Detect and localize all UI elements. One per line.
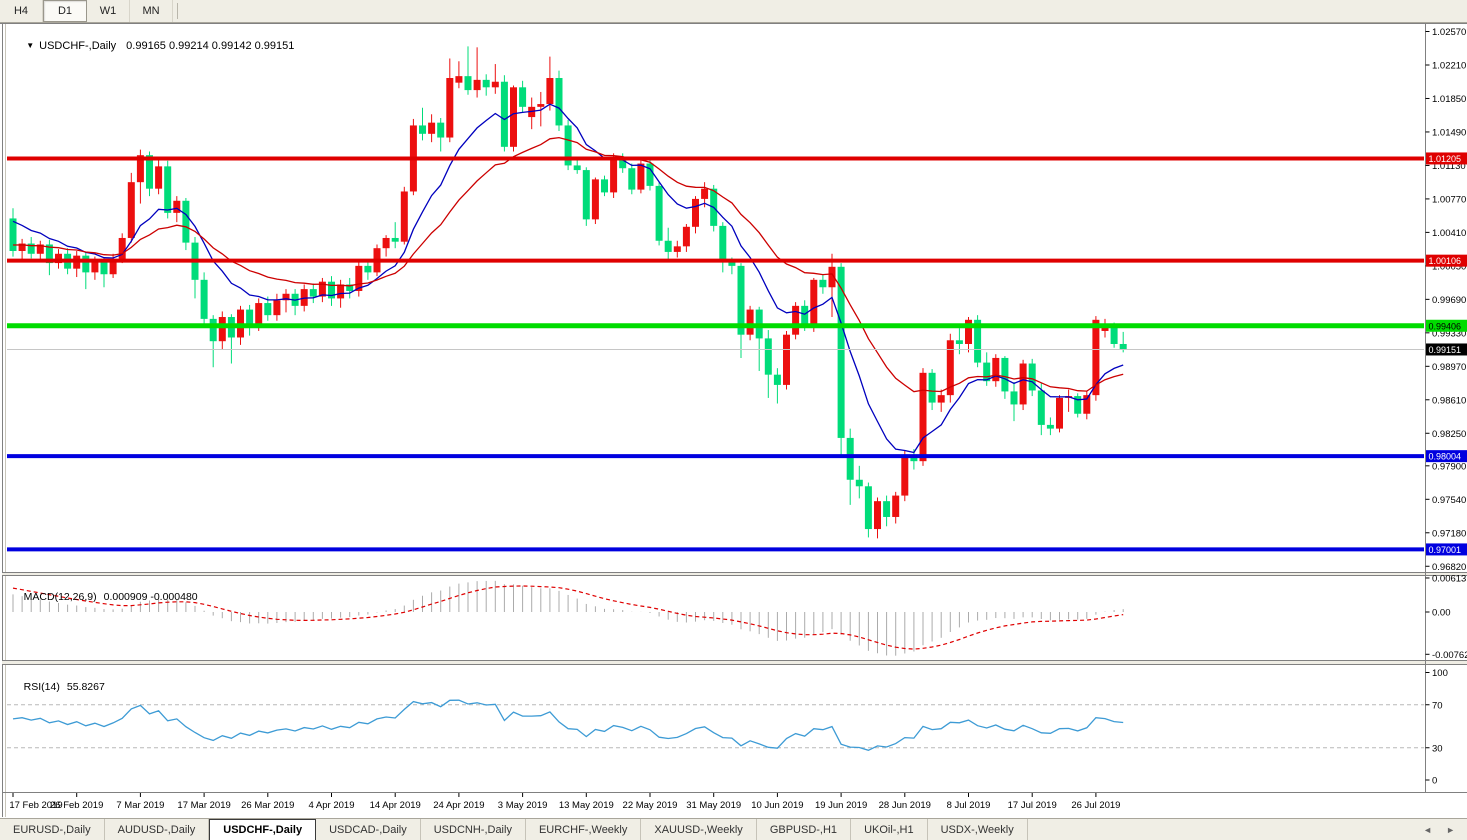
- symbol-tab-bar: EURUSD-,Daily AUDUSD-,Daily USDCHF-,Daily U…: [0, 818, 1467, 840]
- svg-text:1.01205: 1.01205: [1429, 154, 1462, 164]
- chart-tab-eurchf-weekly[interactable]: EURCHF-,Weekly: [526, 819, 642, 840]
- chart-tab-usdcad-daily[interactable]: USDCAD-,Daily: [316, 819, 421, 840]
- macd-values: 0.000909 -0.000480: [103, 591, 198, 603]
- svg-text:0.97540: 0.97540: [1432, 495, 1466, 506]
- chart-symbol-label: USDCHF-,Daily: [39, 40, 117, 52]
- svg-text:0.98250: 0.98250: [1432, 429, 1466, 440]
- svg-text:26 Mar 2019: 26 Mar 2019: [241, 800, 294, 811]
- level-price-badge: 0.98004: [1426, 450, 1467, 463]
- timeframe-button-w1[interactable]: W1: [87, 0, 130, 22]
- macd-name: MACD(12,26,9): [23, 591, 97, 603]
- symbol-dropdown-icon[interactable]: ▼: [26, 41, 35, 50]
- svg-text:17 Jul 2019: 17 Jul 2019: [1008, 800, 1057, 811]
- svg-text:0.98970: 0.98970: [1432, 362, 1466, 373]
- macd-signal-line: [12, 585, 1124, 650]
- level-price-badge: 0.99406: [1426, 319, 1467, 332]
- toolbar-separator: [177, 3, 178, 19]
- svg-text:0.97180: 0.97180: [1432, 528, 1466, 539]
- chart-tab-usdx-weekly[interactable]: USDX-,Weekly: [928, 819, 1028, 840]
- ma-slow-line: [12, 136, 1124, 393]
- tab-scroll-controls: ◄ ►: [1411, 819, 1467, 840]
- svg-text:1.02570: 1.02570: [1432, 27, 1466, 38]
- chart-tab-usdchf-daily[interactable]: USDCHF-,Daily: [209, 819, 317, 840]
- svg-text:8 Jul 2019: 8 Jul 2019: [947, 800, 991, 811]
- svg-text:3 May 2019: 3 May 2019: [498, 800, 548, 811]
- svg-text:0.97001: 0.97001: [1429, 545, 1462, 555]
- svg-text:26 Jul 2019: 26 Jul 2019: [1071, 800, 1120, 811]
- svg-text:24 Apr 2019: 24 Apr 2019: [433, 800, 484, 811]
- svg-text:0.00: 0.00: [1432, 608, 1451, 619]
- svg-text:30: 30: [1432, 743, 1443, 754]
- svg-text:1.01130: 1.01130: [1432, 161, 1466, 172]
- svg-text:1.00410: 1.00410: [1432, 228, 1466, 239]
- svg-text:1.00770: 1.00770: [1432, 194, 1466, 205]
- svg-text:4 Apr 2019: 4 Apr 2019: [309, 800, 355, 811]
- chart-quote-values: 0.99165 0.99214 0.99142 0.99151: [126, 40, 295, 52]
- svg-text:1.01490: 1.01490: [1432, 127, 1466, 138]
- svg-text:0.00613: 0.00613: [1432, 573, 1466, 584]
- tab-scroll-right-icon[interactable]: ►: [1446, 824, 1455, 835]
- svg-text:0.99690: 0.99690: [1432, 295, 1466, 306]
- level-price-badge: 0.97001: [1426, 543, 1467, 556]
- svg-text:26 Feb 2019: 26 Feb 2019: [50, 800, 103, 811]
- svg-text:0.97900: 0.97900: [1432, 461, 1466, 472]
- svg-text:7 Mar 2019: 7 Mar 2019: [116, 800, 164, 811]
- svg-text:13 May 2019: 13 May 2019: [559, 800, 614, 811]
- rsi-line: [12, 699, 1124, 751]
- timeframe-button-h4[interactable]: H4: [0, 0, 43, 22]
- rsi-name: RSI(14): [23, 681, 60, 693]
- macd-histogram: [12, 580, 1124, 656]
- svg-text:0.99406: 0.99406: [1429, 321, 1462, 331]
- price-axis[interactable]: 1.02570 1.02210 1.01850 1.01490 1.01130 1.007…: [1425, 27, 1467, 573]
- svg-text:1.00050: 1.00050: [1432, 261, 1466, 272]
- svg-text:70: 70: [1432, 700, 1443, 711]
- svg-text:1.02210: 1.02210: [1432, 60, 1466, 71]
- svg-text:1.00106: 1.00106: [1429, 256, 1462, 266]
- rsi-value: 55.8267: [66, 681, 105, 693]
- macd-indicator-label: MACD(12,26,9) 0.000909 -0.000480: [12, 579, 198, 615]
- chart-tab-eurusd-daily[interactable]: EURUSD-,Daily: [0, 819, 105, 840]
- rsi-indicator-label: RSI(14) 55.8267: [12, 669, 105, 705]
- svg-text:14 Apr 2019: 14 Apr 2019: [370, 800, 421, 811]
- current-price-badge: 0.99151: [1426, 343, 1467, 356]
- svg-text:0.96820: 0.96820: [1432, 562, 1466, 573]
- svg-text:19 Jun 2019: 19 Jun 2019: [815, 800, 867, 811]
- timeframe-button-d1[interactable]: D1: [43, 0, 87, 22]
- macd-axis[interactable]: 0.00613 0.00 -0.00762: [1425, 573, 1467, 661]
- svg-text:0.98004: 0.98004: [1429, 452, 1462, 462]
- svg-text:0.99151: 0.99151: [1429, 345, 1462, 355]
- level-price-badge: 1.01205: [1426, 152, 1467, 165]
- tab-scroll-left-icon[interactable]: ◄: [1423, 824, 1433, 835]
- svg-text:31 May 2019: 31 May 2019: [686, 800, 741, 811]
- svg-text:22 May 2019: 22 May 2019: [623, 800, 678, 811]
- svg-text:-0.00762: -0.00762: [1432, 650, 1467, 661]
- chart-tab-ukoil-h1[interactable]: UKOil-,H1: [851, 819, 928, 840]
- svg-text:0: 0: [1432, 776, 1437, 787]
- chart-tab-gbpusd-h1[interactable]: GBPUSD-,H1: [757, 819, 852, 840]
- svg-text:100: 100: [1432, 668, 1448, 679]
- chart-tab-audusd-daily[interactable]: AUDUSD-,Daily: [105, 819, 210, 840]
- ma-fast-line: [12, 103, 1124, 454]
- timeframe-button-mn[interactable]: MN: [130, 0, 173, 22]
- svg-text:17 Feb 2019: 17 Feb 2019: [9, 800, 62, 811]
- svg-text:1.01850: 1.01850: [1432, 94, 1466, 105]
- svg-text:10 Jun 2019: 10 Jun 2019: [751, 800, 803, 811]
- svg-text:28 Jun 2019: 28 Jun 2019: [879, 800, 931, 811]
- rsi-axis[interactable]: 100 70 30 0: [1425, 668, 1448, 787]
- svg-text:17 Mar 2019: 17 Mar 2019: [177, 800, 230, 811]
- chart-tab-usdcnh-daily[interactable]: USDCNH-,Daily: [421, 819, 526, 840]
- chart-header: ▼ USDCHF-,Daily 0.99165 0.99214 0.99142 0.…: [14, 28, 294, 64]
- timeframe-toolbar: H4 D1 W1 MN: [0, 0, 1467, 23]
- svg-text:0.99330: 0.99330: [1432, 328, 1466, 339]
- svg-text:0.98610: 0.98610: [1432, 395, 1466, 406]
- level-price-badge: 1.00106: [1426, 254, 1467, 267]
- chart-tab-xauusd-weekly[interactable]: XAUUSD-,Weekly: [641, 819, 757, 840]
